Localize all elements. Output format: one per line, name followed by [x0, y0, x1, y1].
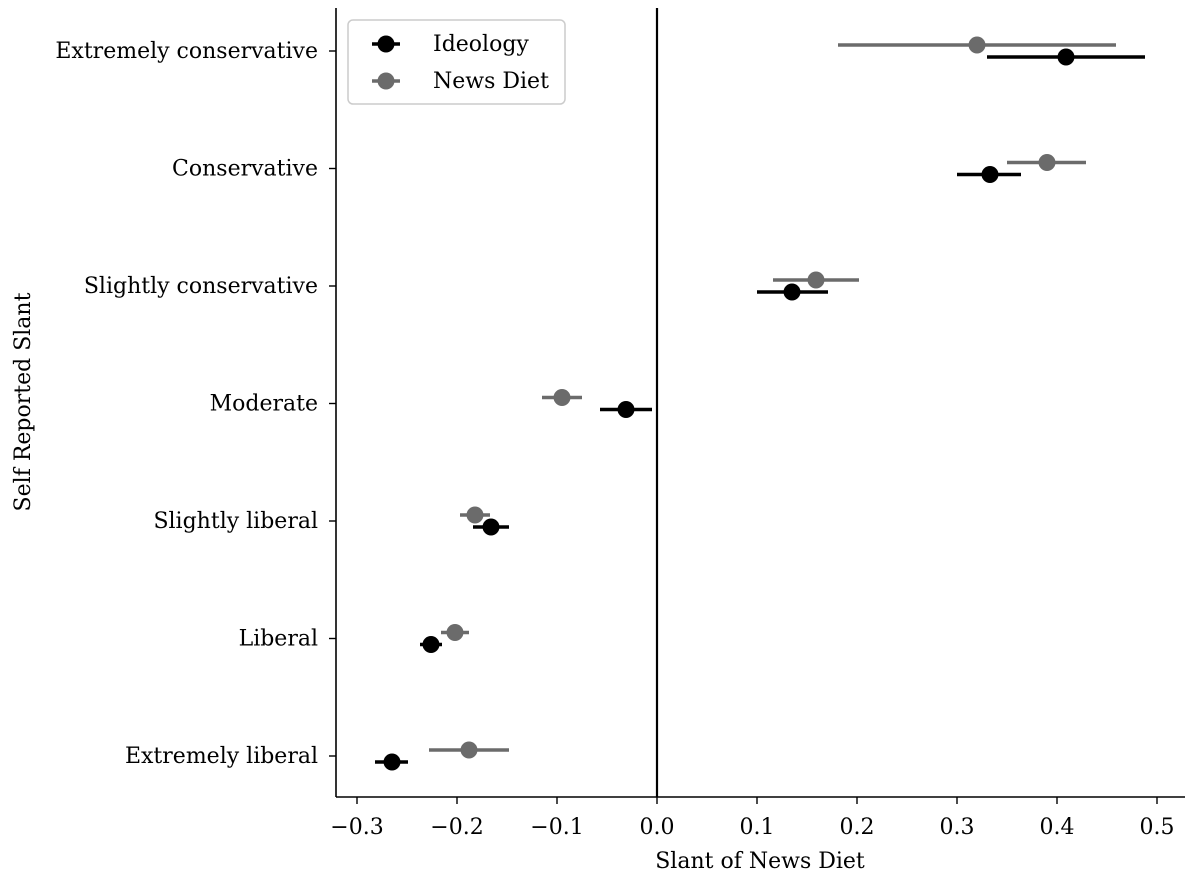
y-tick-label: Moderate — [210, 392, 318, 417]
news-diet-point — [1038, 154, 1056, 171]
x-tick-label: 0.0 — [640, 815, 675, 840]
x-tick-label: 0.1 — [740, 815, 775, 840]
x-tick-label: −0.1 — [530, 815, 583, 840]
legend-news-diet-marker — [377, 72, 395, 90]
news-diet-point — [446, 624, 464, 641]
x-tick-label: 0.2 — [840, 815, 875, 840]
x-tick-label: −0.2 — [430, 815, 483, 840]
y-ticks: Extremely conservative Conservative Slight… — [55, 39, 336, 769]
x-ticks: −0.3 −0.2 −0.1 0.0 0.1 0.2 0.3 0.4 0.5 — [330, 797, 1175, 840]
legend-ideology-label: Ideology — [433, 32, 529, 57]
news-diet-point — [968, 36, 986, 54]
data-marks — [375, 36, 1145, 771]
x-tick-label: −0.3 — [330, 815, 383, 840]
y-tick-label: Extremely conservative — [55, 39, 318, 64]
ideology-point — [783, 283, 801, 301]
ideology-point — [981, 166, 999, 183]
x-tick-label: 0.4 — [1040, 815, 1075, 840]
news-diet-point — [553, 389, 571, 406]
ideology-point — [482, 518, 500, 536]
x-axis-label: Slant of News Diet — [655, 849, 865, 874]
legend-news-diet-label: News Diet — [433, 69, 549, 94]
y-tick-label: Extremely liberal — [125, 744, 318, 769]
x-tick-label: 0.5 — [1140, 815, 1175, 840]
legend: Ideology News Diet — [347, 19, 566, 105]
ideology-point — [617, 401, 635, 418]
news-diet-point — [466, 506, 484, 524]
y-tick-label: Liberal — [239, 627, 318, 652]
ideology-point — [1057, 48, 1075, 66]
news-diet-point — [460, 741, 478, 759]
x-tick-label: 0.3 — [940, 815, 975, 840]
y-tick-label: Slightly conservative — [84, 274, 318, 299]
ideology-point — [383, 753, 401, 771]
news-diet-point — [807, 271, 825, 289]
legend-ideology-marker — [377, 35, 395, 53]
y-axis-label: Self Reported Slant — [11, 292, 36, 511]
y-tick-label: Conservative — [172, 157, 318, 182]
legend-frame — [347, 19, 566, 105]
axes — [335, 8, 1185, 798]
y-tick-label: Slightly liberal — [153, 509, 318, 534]
ideology-point — [422, 636, 440, 653]
